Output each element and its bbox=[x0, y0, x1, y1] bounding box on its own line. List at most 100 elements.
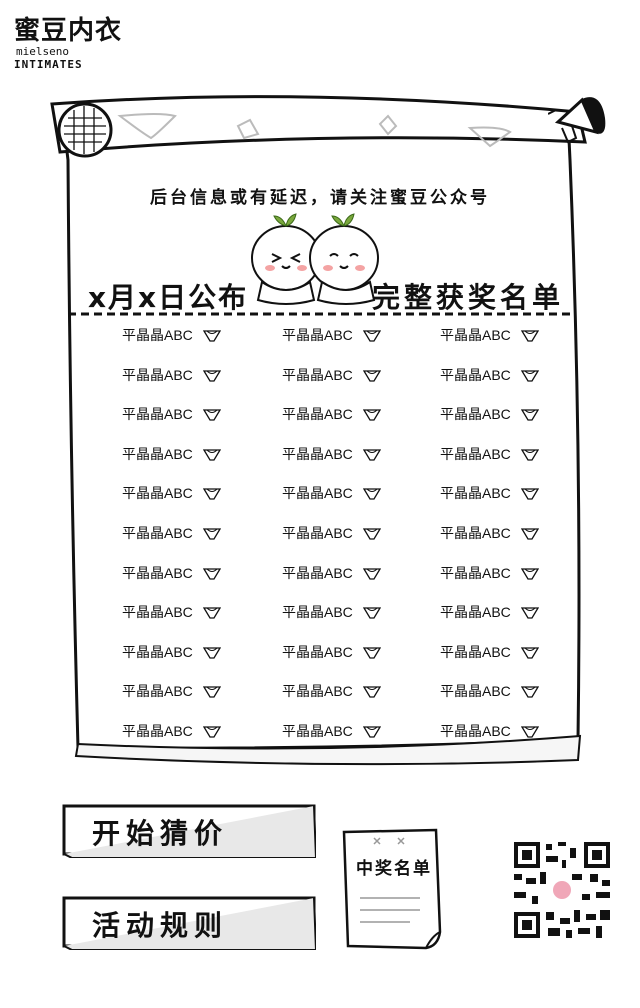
winner-entry: 平晶晶ABC bbox=[282, 682, 381, 700]
winner-entry: 平晶晶ABC bbox=[122, 722, 221, 740]
start-bidding-button[interactable]: 开始猜价 bbox=[62, 804, 316, 858]
winner-list-button[interactable]: 中奖名单 bbox=[340, 828, 446, 950]
winner-entry-label: 平晶晶ABC bbox=[282, 327, 353, 343]
winner-entry-label: 平晶晶ABC bbox=[122, 446, 193, 462]
winner-entry: 平晶晶ABC bbox=[282, 564, 381, 582]
winner-entry-label: 平晶晶ABC bbox=[440, 367, 511, 383]
underwear-icon bbox=[202, 370, 221, 382]
announce-date-title: x月x日公布 bbox=[88, 281, 249, 314]
winner-entry-label: 平晶晶ABC bbox=[440, 723, 511, 739]
winner-entry: 平晶晶ABC bbox=[122, 564, 221, 582]
winner-entry-label: 平晶晶ABC bbox=[440, 565, 511, 581]
underwear-icon bbox=[202, 647, 221, 659]
brand-subtitle: INTIMATES bbox=[14, 58, 83, 71]
winner-entry: 平晶晶ABC bbox=[440, 722, 539, 740]
winner-entry: 平晶晶ABC bbox=[122, 484, 221, 502]
winner-entry-label: 平晶晶ABC bbox=[440, 644, 511, 660]
winner-entry-label: 平晶晶ABC bbox=[282, 446, 353, 462]
winner-entry-label: 平晶晶ABC bbox=[440, 525, 511, 541]
underwear-icon bbox=[362, 726, 381, 738]
winner-entry: 平晶晶ABC bbox=[282, 405, 381, 423]
winner-entry-label: 平晶晶ABC bbox=[440, 683, 511, 699]
underwear-icon bbox=[202, 568, 221, 580]
underwear-icon bbox=[362, 370, 381, 382]
megaphone-icon bbox=[548, 97, 606, 144]
winner-list-title: 完整获奖名单 bbox=[372, 281, 565, 314]
underwear-icon bbox=[520, 370, 539, 382]
underwear-icon bbox=[520, 528, 539, 540]
underwear-icon bbox=[202, 528, 221, 540]
winner-entry: 平晶晶ABC bbox=[122, 524, 221, 542]
underwear-icon bbox=[362, 528, 381, 540]
winner-entry-label: 平晶晶ABC bbox=[122, 406, 193, 422]
underwear-icon bbox=[362, 568, 381, 580]
winner-entry: 平晶晶ABC bbox=[122, 682, 221, 700]
winner-entry: 平晶晶ABC bbox=[122, 366, 221, 384]
underwear-icon bbox=[202, 330, 221, 342]
qr-code-icon[interactable] bbox=[512, 840, 612, 940]
brand-name-cn: 蜜豆内衣 bbox=[14, 16, 123, 46]
brand-name-en: mielseno bbox=[16, 45, 69, 58]
winner-entry: 平晶晶ABC bbox=[440, 524, 539, 542]
underwear-icon bbox=[520, 488, 539, 500]
winner-entry: 平晶晶ABC bbox=[440, 405, 539, 423]
winner-entry-label: 平晶晶ABC bbox=[440, 406, 511, 422]
winner-list-label: 中奖名单 bbox=[356, 859, 432, 879]
winner-entry-label: 平晶晶ABC bbox=[282, 723, 353, 739]
winner-entry-label: 平晶晶ABC bbox=[122, 485, 193, 501]
underwear-icon bbox=[202, 726, 221, 738]
winner-entry-label: 平晶晶ABC bbox=[282, 604, 353, 620]
winner-entry-label: 平晶晶ABC bbox=[440, 485, 511, 501]
winner-entry-label: 平晶晶ABC bbox=[122, 683, 193, 699]
winner-entry: 平晶晶ABC bbox=[282, 484, 381, 502]
winner-entry: 平晶晶ABC bbox=[440, 445, 539, 463]
winner-entry-label: 平晶晶ABC bbox=[282, 406, 353, 422]
underwear-icon bbox=[202, 409, 221, 421]
underwear-icon bbox=[202, 488, 221, 500]
winner-entry: 平晶晶ABC bbox=[282, 524, 381, 542]
underwear-icon bbox=[202, 607, 221, 619]
winner-entry: 平晶晶ABC bbox=[282, 722, 381, 740]
winner-entry: 平晶晶ABC bbox=[122, 405, 221, 423]
winner-entry: 平晶晶ABC bbox=[282, 445, 381, 463]
winner-entry-label: 平晶晶ABC bbox=[122, 367, 193, 383]
underwear-icon bbox=[520, 449, 539, 461]
brand-logo: 蜜豆内衣 mielseno INTIMATES bbox=[14, 16, 124, 72]
underwear-icon bbox=[520, 568, 539, 580]
underwear-icon bbox=[362, 488, 381, 500]
winner-entry-label: 平晶晶ABC bbox=[282, 683, 353, 699]
rules-label: 活动规则 bbox=[92, 909, 229, 942]
winner-entry: 平晶晶ABC bbox=[440, 643, 539, 661]
winner-entry: 平晶晶ABC bbox=[282, 326, 381, 344]
winner-entry: 平晶晶ABC bbox=[440, 682, 539, 700]
winner-entry-label: 平晶晶ABC bbox=[282, 525, 353, 541]
underwear-icon bbox=[362, 686, 381, 698]
bean-mascot-icon bbox=[251, 213, 379, 305]
winner-entry: 平晶晶ABC bbox=[282, 643, 381, 661]
winner-entry: 平晶晶ABC bbox=[122, 643, 221, 661]
winner-entry-label: 平晶晶ABC bbox=[282, 367, 353, 383]
underwear-icon bbox=[362, 409, 381, 421]
winner-entry: 平晶晶ABC bbox=[122, 326, 221, 344]
underwear-icon bbox=[520, 607, 539, 619]
winner-entry: 平晶晶ABC bbox=[282, 603, 381, 621]
winner-entry: 平晶晶ABC bbox=[440, 603, 539, 621]
winner-entry: 平晶晶ABC bbox=[122, 445, 221, 463]
winner-entry-label: 平晶晶ABC bbox=[122, 327, 193, 343]
underwear-icon bbox=[520, 409, 539, 421]
winner-entry-label: 平晶晶ABC bbox=[282, 565, 353, 581]
winner-entry-label: 平晶晶ABC bbox=[122, 604, 193, 620]
underwear-icon bbox=[362, 647, 381, 659]
winner-entry-label: 平晶晶ABC bbox=[440, 604, 511, 620]
rules-button[interactable]: 活动规则 bbox=[62, 896, 316, 950]
winner-entry-label: 平晶晶ABC bbox=[122, 565, 193, 581]
winner-entry-label: 平晶晶ABC bbox=[282, 485, 353, 501]
underwear-icon bbox=[362, 607, 381, 619]
underwear-icon bbox=[520, 330, 539, 342]
winner-entry: 平晶晶ABC bbox=[122, 603, 221, 621]
underwear-icon bbox=[362, 449, 381, 461]
winner-entry: 平晶晶ABC bbox=[440, 366, 539, 384]
winner-entry: 平晶晶ABC bbox=[440, 326, 539, 344]
